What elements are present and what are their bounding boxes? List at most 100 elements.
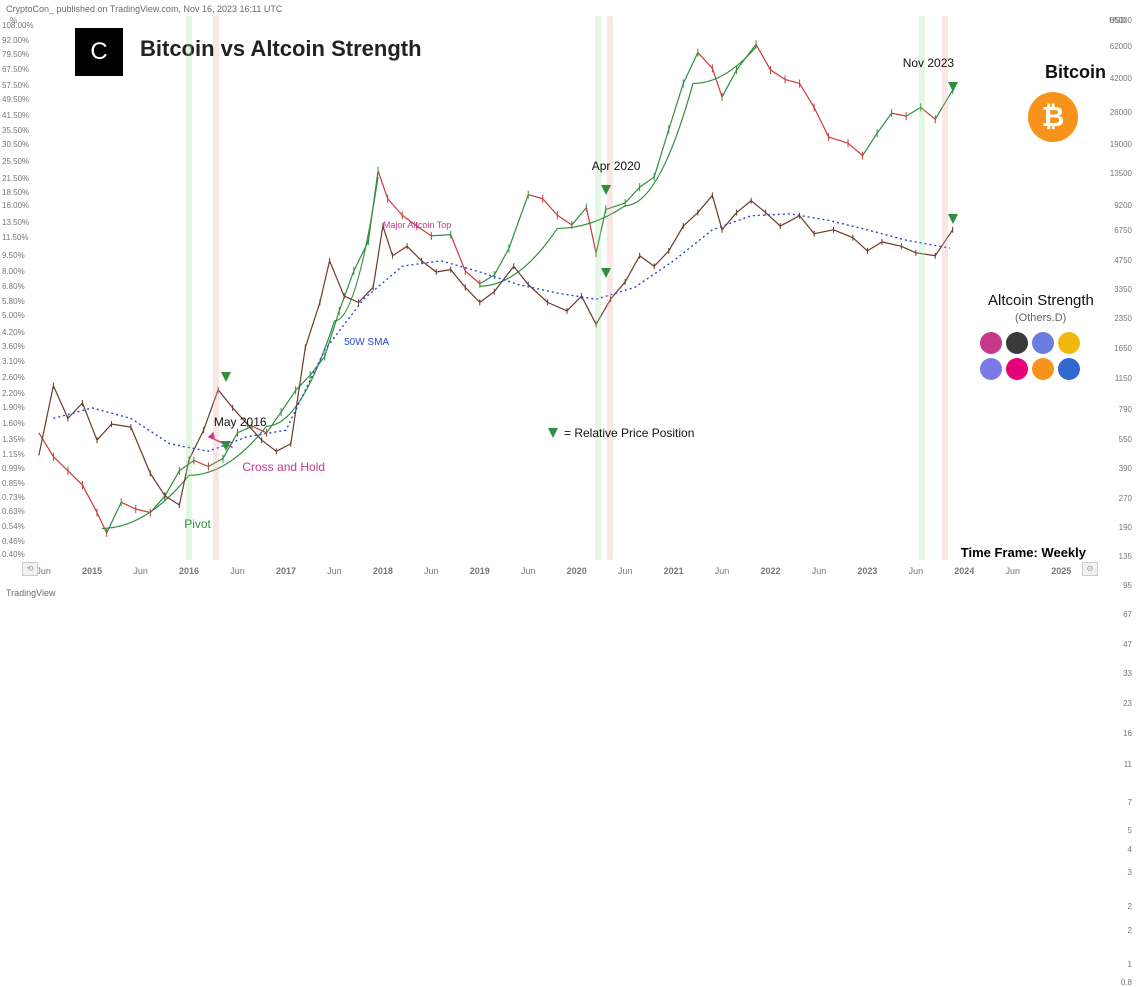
right-axis-tick: 16 xyxy=(1123,729,1132,738)
left-axis-tick: 0.54% xyxy=(2,522,25,531)
annotation-label: Major Altcoin Top xyxy=(383,220,451,230)
highlight-bar xyxy=(607,16,613,560)
x-axis-tick: 2024 xyxy=(954,566,974,576)
right-axis-tick: 47 xyxy=(1123,640,1132,649)
highlight-bar xyxy=(186,16,192,560)
left-axis-tick: 108.00% xyxy=(2,21,34,30)
left-axis-tick: 1.90% xyxy=(2,403,25,412)
left-axis-tick: 92.00% xyxy=(2,36,29,45)
left-axis-tick: 2.20% xyxy=(2,389,25,398)
left-axis-tick: 8.00% xyxy=(2,267,25,276)
x-axis-tick: Jun xyxy=(327,566,342,576)
footer-brand: TradingView xyxy=(6,588,56,598)
right-axis-tick: 7 xyxy=(1128,798,1132,807)
right-axis-tick: 0.8 xyxy=(1121,978,1132,987)
right-axis-tick: 190 xyxy=(1119,523,1132,532)
right-axis-tick: 85000 xyxy=(1110,16,1132,25)
x-axis-tick: Jun xyxy=(230,566,245,576)
reset-scale-right-button[interactable]: ⊙ xyxy=(1082,562,1098,576)
left-axis-tick: 11.50% xyxy=(2,233,29,242)
right-axis-tick: 19000 xyxy=(1110,140,1132,149)
left-axis-tick: 13.50% xyxy=(2,218,29,227)
left-axis-tick: 18.50% xyxy=(2,188,29,197)
annotation-label: Pivot xyxy=(184,517,211,531)
x-axis-tick: 2018 xyxy=(373,566,393,576)
left-axis-tick: 0.46% xyxy=(2,537,25,546)
timeframe-label: Time Frame: Weekly xyxy=(961,545,1086,560)
highlight-bar xyxy=(942,16,948,560)
x-axis-tick: Jun xyxy=(909,566,924,576)
left-axis-tick: 21.50% xyxy=(2,174,29,183)
event-label: Nov 2023 xyxy=(903,56,954,70)
right-axis-tick: 4 xyxy=(1128,845,1132,854)
altcoin-strength-label: Altcoin Strength xyxy=(988,292,1094,309)
right-axis-tick: 1150 xyxy=(1115,374,1132,383)
x-axis-tick: 2016 xyxy=(179,566,199,576)
left-axis-tick: 1.35% xyxy=(2,435,25,444)
right-axis-tick: 42000 xyxy=(1110,74,1132,83)
chart-container: CryptoCon_ published on TradingView.com,… xyxy=(0,0,1136,600)
bitcoin-label: Bitcoin xyxy=(1045,62,1106,83)
arrow-down-icon xyxy=(601,185,611,195)
left-axis-tick: 67.50% xyxy=(2,65,29,74)
legend-text: = Relative Price Position xyxy=(564,426,694,440)
arrow-down-icon xyxy=(221,441,231,451)
right-axis-tick: 1650 xyxy=(1114,344,1132,353)
right-axis-tick: 6750 xyxy=(1114,226,1132,235)
right-axis-tick: 2 xyxy=(1128,902,1132,911)
left-axis-tick: 2.60% xyxy=(2,373,25,382)
x-axis-tick: 2021 xyxy=(664,566,684,576)
altcoin-icon xyxy=(980,358,1002,380)
arrow-down-icon xyxy=(948,82,958,92)
left-axis-tick: 9.50% xyxy=(2,251,25,260)
arrow-down-icon xyxy=(601,268,611,278)
altcoin-icon-cluster xyxy=(980,332,1100,380)
right-axis-tick: 270 xyxy=(1119,494,1132,503)
right-axis-tick: 28000 xyxy=(1110,108,1132,117)
right-axis-tick: 95 xyxy=(1123,581,1132,590)
x-axis-tick: 2015 xyxy=(82,566,102,576)
altcoin-icon xyxy=(1032,358,1054,380)
left-axis-tick: 5.80% xyxy=(2,297,25,306)
left-axis-tick: 1.60% xyxy=(2,419,25,428)
left-axis-tick: 5.00% xyxy=(2,311,25,320)
left-axis-tick: 25.50% xyxy=(2,157,29,166)
arrow-down-icon xyxy=(221,372,231,382)
right-axis-tick: 5 xyxy=(1128,826,1132,835)
highlight-bar xyxy=(213,16,219,560)
x-axis-tick: 2025 xyxy=(1051,566,1071,576)
altcoin-icon xyxy=(1058,332,1080,354)
right-axis-tick: 3350 xyxy=(1114,285,1132,294)
left-axis-tick: 0.63% xyxy=(2,507,25,516)
left-axis-tick: 3.60% xyxy=(2,342,25,351)
altcoin-icon xyxy=(1006,332,1028,354)
left-axis-tick: 16.00% xyxy=(2,201,29,210)
left-axis-tick: 0.40% xyxy=(2,550,25,559)
left-axis-tick: 0.99% xyxy=(2,464,25,473)
left-axis-tick: 79.50% xyxy=(2,50,29,59)
x-axis-tick: Jun xyxy=(618,566,633,576)
x-axis-tick: Jun xyxy=(36,566,51,576)
annotation-label: Cross and Hold xyxy=(242,460,325,474)
left-axis-tick: 1.15% xyxy=(2,450,25,459)
x-axis-tick: 2020 xyxy=(567,566,587,576)
attribution-text: CryptoCon_ published on TradingView.com,… xyxy=(6,4,282,14)
altcoin-icon xyxy=(1032,332,1054,354)
left-axis-tick: 41.50% xyxy=(2,111,29,120)
left-axis-tick: 6.80% xyxy=(2,282,25,291)
event-label: May 2016 xyxy=(214,415,267,429)
right-axis-tick: 550 xyxy=(1119,435,1132,444)
left-axis-tick: 4.20% xyxy=(2,328,25,337)
reset-scale-left-button[interactable]: ⟲ xyxy=(22,562,38,576)
left-y-axis: 108.00%92.00%79.50%67.50%57.50%49.50%41.… xyxy=(0,0,34,560)
x-axis-tick: Jun xyxy=(1006,566,1021,576)
right-axis-tick: 11 xyxy=(1124,760,1132,769)
x-axis-tick: 2017 xyxy=(276,566,296,576)
right-axis-tick: 23 xyxy=(1123,699,1132,708)
right-axis-tick: 2350 xyxy=(1114,314,1132,323)
x-axis-tick: Jun xyxy=(715,566,730,576)
x-axis-tick: Jun xyxy=(521,566,536,576)
right-axis-tick: 390 xyxy=(1119,464,1132,473)
arrow-down-icon xyxy=(548,428,558,438)
annotation-label: 50W SMA xyxy=(344,337,389,348)
